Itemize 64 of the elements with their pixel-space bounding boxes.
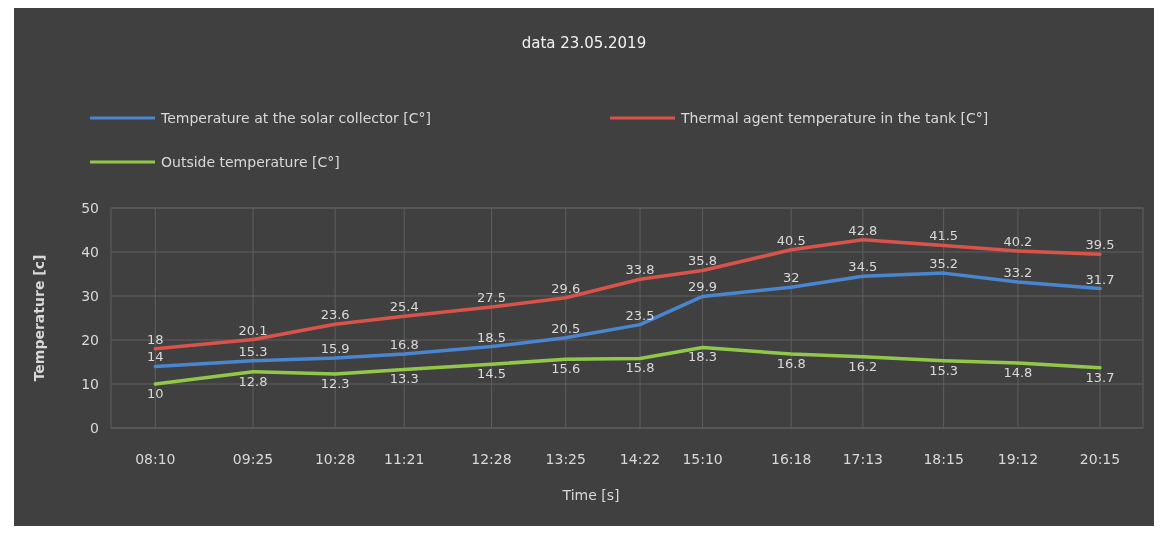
data-label: 14.8: [1003, 364, 1033, 380]
x-tick-label: 09:25: [232, 451, 274, 467]
x-tick-label: 18:15: [923, 451, 964, 467]
x-tick-label: 16:18: [771, 451, 812, 467]
data-label: 29.9: [688, 279, 718, 295]
data-label: 16.2: [848, 358, 878, 374]
x-tick-label: 12:28: [471, 451, 512, 467]
x-tick-label: 14:22: [619, 451, 661, 467]
data-label: 13.7: [1085, 369, 1115, 385]
x-tick-label: 17:13: [842, 451, 884, 467]
data-label: 31.7: [1085, 271, 1115, 287]
x-tick-label: 08:10: [135, 451, 176, 467]
x-tick-label: 19:12: [997, 451, 1039, 467]
data-label: 20.5: [551, 320, 581, 336]
data-label: 16.8: [389, 337, 419, 353]
y-tick-label: 10: [81, 376, 99, 392]
y-tick-label: 20: [81, 332, 99, 348]
y-tick-label: 50: [81, 200, 99, 216]
x-tick-label: 20:15: [1079, 451, 1121, 467]
data-label: 18.3: [688, 349, 718, 365]
data-label: 15.9: [320, 341, 350, 357]
data-label: 18.5: [477, 329, 506, 345]
data-label: 10: [147, 386, 164, 401]
data-label: 33.2: [1003, 264, 1033, 280]
legend-label: Thermal agent temperature in the tank [C°]: [680, 110, 989, 126]
data-label: 35.8: [688, 253, 718, 269]
data-label: 29.6: [551, 280, 581, 296]
data-label: 14.5: [477, 366, 506, 382]
data-label: 23.5: [625, 307, 655, 323]
data-label: 41.5: [929, 228, 959, 244]
y-tick-label: 40: [81, 244, 99, 260]
data-label: 16.8: [776, 356, 806, 372]
data-label: 14: [147, 349, 164, 365]
data-label: 18: [147, 331, 164, 347]
data-label: 39.5: [1085, 237, 1115, 253]
y-tick-label: 30: [81, 288, 99, 304]
y-tick-label: 0: [90, 420, 99, 436]
data-label: 12.8: [238, 373, 268, 389]
data-label: 33.8: [625, 262, 655, 278]
data-label: 15.8: [625, 360, 655, 376]
data-label: 35.2: [929, 256, 959, 272]
x-tick-label: 13:25: [545, 451, 586, 467]
data-label: 42.8: [848, 222, 878, 238]
data-label: 15.6: [551, 361, 581, 377]
data-label: 34.5: [848, 259, 878, 275]
data-label: 32: [782, 270, 800, 286]
data-label: 12.3: [320, 375, 350, 391]
x-tick-label: 11:21: [384, 451, 425, 467]
data-label: 15.3: [238, 343, 268, 359]
x-tick-label: 15:10: [682, 451, 723, 467]
data-label: 13.3: [389, 371, 419, 387]
x-tick-label: 10:28: [314, 451, 356, 467]
y-axis-title: Temperature [c]: [31, 254, 47, 382]
legend-label: Temperature at the solar collector [C°]: [160, 110, 431, 126]
data-label: 40.2: [1003, 234, 1033, 250]
data-label: 27.5: [477, 290, 506, 305]
data-label: 25.4: [389, 299, 419, 315]
x-axis-title: Time [s]: [561, 487, 620, 503]
data-label: 40.5: [776, 232, 806, 248]
chart-title: data 23.05.2019: [521, 34, 647, 52]
data-label: 15.3: [929, 362, 959, 378]
legend-label: Outside temperature [C°]: [161, 154, 340, 170]
data-label: 20.1: [238, 322, 268, 338]
data-label: 23.6: [320, 307, 350, 323]
